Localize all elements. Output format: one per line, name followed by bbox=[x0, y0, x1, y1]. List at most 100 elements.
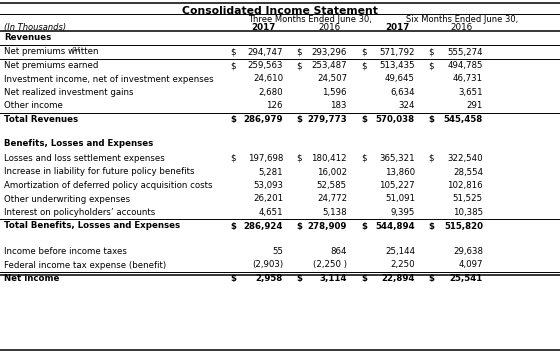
Text: 324: 324 bbox=[399, 101, 415, 111]
Text: 25,541: 25,541 bbox=[450, 274, 483, 283]
Text: 3,114: 3,114 bbox=[320, 274, 347, 283]
Text: Six Months Ended June 30,: Six Months Ended June 30, bbox=[406, 15, 518, 24]
Text: $: $ bbox=[230, 154, 236, 163]
Text: 494,785: 494,785 bbox=[447, 61, 483, 70]
Text: 259,563: 259,563 bbox=[248, 61, 283, 70]
Text: Net realized investment gains: Net realized investment gains bbox=[4, 88, 133, 97]
Text: 105,227: 105,227 bbox=[379, 181, 415, 190]
Text: 55: 55 bbox=[272, 247, 283, 256]
Text: 286,979: 286,979 bbox=[244, 115, 283, 124]
Text: 5,281: 5,281 bbox=[258, 168, 283, 176]
Text: $: $ bbox=[230, 274, 236, 283]
Text: Total Benefits, Losses and Expenses: Total Benefits, Losses and Expenses bbox=[4, 221, 180, 231]
Text: 102,816: 102,816 bbox=[447, 181, 483, 190]
Text: Investment income, net of investment expenses: Investment income, net of investment exp… bbox=[4, 75, 213, 83]
Text: $: $ bbox=[361, 154, 366, 163]
Text: $: $ bbox=[361, 274, 367, 283]
Text: 2016: 2016 bbox=[318, 23, 340, 32]
Text: 29,638: 29,638 bbox=[453, 247, 483, 256]
Text: 183: 183 bbox=[330, 101, 347, 111]
Text: 513,435: 513,435 bbox=[379, 61, 415, 70]
Text: Net premiums written: Net premiums written bbox=[4, 48, 99, 57]
Text: 291: 291 bbox=[466, 101, 483, 111]
Text: 279,773: 279,773 bbox=[307, 115, 347, 124]
Text: 2,680: 2,680 bbox=[258, 88, 283, 97]
Text: $: $ bbox=[428, 154, 433, 163]
Text: $: $ bbox=[428, 221, 434, 231]
Text: Income before income taxes: Income before income taxes bbox=[4, 247, 127, 256]
Text: $: $ bbox=[296, 274, 302, 283]
Text: 5,138: 5,138 bbox=[323, 208, 347, 217]
Text: (In Thousands): (In Thousands) bbox=[4, 23, 66, 32]
Text: 2,958: 2,958 bbox=[256, 274, 283, 283]
Text: 1,596: 1,596 bbox=[323, 88, 347, 97]
Text: Losses and loss settlement expenses: Losses and loss settlement expenses bbox=[4, 154, 165, 163]
Text: (2,250 ): (2,250 ) bbox=[313, 260, 347, 270]
Text: 52,585: 52,585 bbox=[317, 181, 347, 190]
Text: $: $ bbox=[230, 221, 236, 231]
Text: Other income: Other income bbox=[4, 101, 63, 111]
Text: $: $ bbox=[361, 115, 367, 124]
Text: $: $ bbox=[361, 221, 367, 231]
Text: $: $ bbox=[296, 61, 301, 70]
Text: 3,651: 3,651 bbox=[459, 88, 483, 97]
Text: Increase in liability for future policy benefits: Increase in liability for future policy … bbox=[4, 168, 194, 176]
Text: 13,860: 13,860 bbox=[385, 168, 415, 176]
Text: 294,747: 294,747 bbox=[248, 48, 283, 57]
Text: Benefits, Losses and Expenses: Benefits, Losses and Expenses bbox=[4, 139, 153, 149]
Text: Amortization of deferred policy acquisition costs: Amortization of deferred policy acquisit… bbox=[4, 181, 212, 190]
Text: Other underwriting expenses: Other underwriting expenses bbox=[4, 195, 130, 203]
Text: 25,144: 25,144 bbox=[385, 247, 415, 256]
Text: 24,772: 24,772 bbox=[317, 195, 347, 203]
Text: 126: 126 bbox=[267, 101, 283, 111]
Text: 22,894: 22,894 bbox=[381, 274, 415, 283]
Text: 16,002: 16,002 bbox=[317, 168, 347, 176]
Text: $: $ bbox=[428, 61, 433, 70]
Text: Net income: Net income bbox=[4, 274, 59, 283]
Text: 180,412: 180,412 bbox=[311, 154, 347, 163]
Text: Net premiums earned: Net premiums earned bbox=[4, 61, 99, 70]
Text: 253,487: 253,487 bbox=[311, 61, 347, 70]
Text: (1): (1) bbox=[71, 48, 80, 52]
Text: 10,385: 10,385 bbox=[453, 208, 483, 217]
Text: 544,894: 544,894 bbox=[375, 221, 415, 231]
Text: $: $ bbox=[361, 48, 366, 57]
Text: 545,458: 545,458 bbox=[444, 115, 483, 124]
Text: $: $ bbox=[296, 48, 301, 57]
Text: Interest on policyholders’ accounts: Interest on policyholders’ accounts bbox=[4, 208, 155, 217]
Text: 53,093: 53,093 bbox=[253, 181, 283, 190]
Text: 24,610: 24,610 bbox=[253, 75, 283, 83]
Text: 864: 864 bbox=[330, 247, 347, 256]
Text: 293,296: 293,296 bbox=[311, 48, 347, 57]
Text: Revenues: Revenues bbox=[4, 33, 52, 42]
Text: 322,540: 322,540 bbox=[447, 154, 483, 163]
Text: $: $ bbox=[428, 274, 434, 283]
Text: $: $ bbox=[230, 61, 236, 70]
Text: 365,321: 365,321 bbox=[379, 154, 415, 163]
Text: 46,731: 46,731 bbox=[453, 75, 483, 83]
Text: 2017: 2017 bbox=[251, 23, 275, 32]
Text: 286,924: 286,924 bbox=[244, 221, 283, 231]
Text: Total Revenues: Total Revenues bbox=[4, 115, 78, 124]
Text: $: $ bbox=[361, 61, 366, 70]
Text: $: $ bbox=[230, 115, 236, 124]
Text: 51,091: 51,091 bbox=[385, 195, 415, 203]
Text: 51,525: 51,525 bbox=[453, 195, 483, 203]
Text: 4,651: 4,651 bbox=[258, 208, 283, 217]
Text: 2017: 2017 bbox=[385, 23, 409, 32]
Text: 24,507: 24,507 bbox=[317, 75, 347, 83]
Text: Consolidated Income Statement: Consolidated Income Statement bbox=[182, 6, 378, 16]
Text: $: $ bbox=[296, 115, 302, 124]
Text: 570,038: 570,038 bbox=[376, 115, 415, 124]
Text: 9,395: 9,395 bbox=[391, 208, 415, 217]
Text: 2016: 2016 bbox=[450, 23, 472, 32]
Text: (2,903): (2,903) bbox=[252, 260, 283, 270]
Text: $: $ bbox=[428, 115, 434, 124]
Text: 2,250: 2,250 bbox=[390, 260, 415, 270]
Text: 4,097: 4,097 bbox=[459, 260, 483, 270]
Text: 28,554: 28,554 bbox=[453, 168, 483, 176]
Text: 49,645: 49,645 bbox=[385, 75, 415, 83]
Text: 26,201: 26,201 bbox=[253, 195, 283, 203]
Text: $: $ bbox=[230, 48, 236, 57]
Text: Federal income tax expense (benefit): Federal income tax expense (benefit) bbox=[4, 260, 166, 270]
